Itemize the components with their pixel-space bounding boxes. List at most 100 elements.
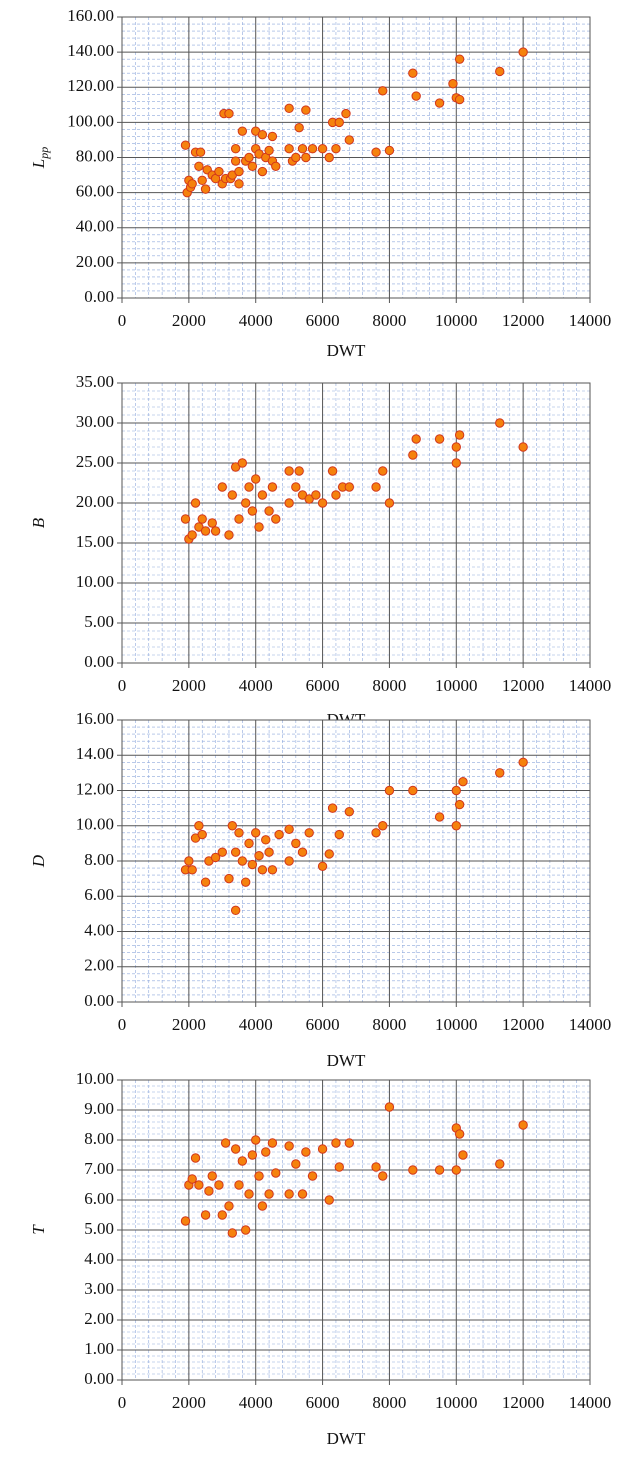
data-point — [237, 1156, 248, 1166]
data-point — [244, 838, 254, 849]
data-point — [210, 526, 221, 536]
data-point — [251, 474, 261, 484]
y-tick-label: 0.00 — [84, 1369, 114, 1388]
data-point — [284, 466, 294, 476]
data-point — [327, 803, 338, 813]
data-point — [384, 785, 395, 796]
y-tick-label: 4.00 — [84, 920, 114, 939]
data-point — [227, 490, 238, 500]
data-point — [244, 1189, 254, 1199]
data-point — [247, 1150, 258, 1160]
y-tick-label: 0.00 — [84, 287, 114, 306]
data-point — [184, 856, 194, 866]
y-axis-label-main: L — [29, 159, 48, 169]
data-point — [434, 434, 445, 444]
data-point — [334, 117, 344, 128]
x-tick-label: 4000 — [239, 311, 273, 330]
data-point — [197, 829, 207, 840]
data-point — [257, 129, 268, 140]
data-point — [187, 179, 197, 189]
data-point — [284, 103, 294, 114]
y-tick-label: 10.00 — [76, 1069, 114, 1088]
data-point — [224, 530, 234, 540]
data-point — [344, 1138, 355, 1148]
data-point — [194, 161, 204, 171]
data-point — [271, 1168, 281, 1178]
plot-border — [121, 1079, 591, 1381]
y-tick-label: 10.00 — [76, 572, 114, 591]
x-tick-label: 6000 — [306, 676, 340, 695]
data-point — [224, 873, 234, 884]
data-point — [458, 776, 468, 787]
data-point — [230, 156, 241, 166]
y-tick-label: 0.00 — [84, 991, 114, 1010]
x-tick-label: 14000 — [569, 311, 612, 330]
data-point — [240, 877, 251, 887]
data-point — [180, 140, 191, 150]
data-point — [207, 518, 217, 528]
data-point — [240, 1225, 251, 1235]
x-tick-label: 12000 — [502, 1015, 545, 1034]
x-axis-label: DWT — [327, 1429, 366, 1448]
data-point — [518, 757, 528, 767]
y-tick-label: 160.00 — [67, 6, 114, 25]
y-tick-label: 25.00 — [76, 452, 114, 471]
data-point — [230, 462, 241, 472]
data-point — [344, 135, 355, 145]
data-point — [301, 152, 311, 163]
x-tick-label: 6000 — [306, 1015, 340, 1034]
x-tick-label: 14000 — [569, 1393, 612, 1412]
data-point — [518, 47, 528, 57]
data-point — [317, 861, 328, 871]
x-tick-label: 12000 — [502, 676, 545, 695]
data-point — [311, 490, 321, 500]
data-point — [267, 865, 278, 875]
y-axis-label-main: D — [29, 854, 48, 868]
x-tick-label: 0 — [118, 311, 127, 330]
data-point — [251, 1135, 261, 1145]
data-point — [247, 859, 258, 870]
data-point — [291, 152, 301, 163]
data-point — [194, 1180, 204, 1190]
data-point — [297, 1189, 308, 1199]
y-axis-label-main: B — [29, 517, 48, 528]
data-point — [254, 851, 264, 861]
y-tick-label: 7.00 — [84, 1159, 114, 1178]
y-tick-label: 14.00 — [76, 744, 114, 763]
data-point — [261, 1147, 271, 1157]
x-tick-label: 6000 — [306, 311, 340, 330]
data-point — [200, 526, 211, 536]
data-point — [408, 68, 418, 78]
y-tick-label: 140.00 — [67, 41, 114, 60]
data-point — [495, 768, 505, 778]
data-point — [254, 1171, 264, 1181]
data-point — [458, 1150, 468, 1160]
data-point — [324, 1195, 334, 1205]
data-point — [284, 1189, 294, 1199]
x-tick-label: 2000 — [172, 1015, 206, 1034]
data-point — [240, 498, 251, 508]
x-tick-label: 0 — [118, 1015, 127, 1034]
data-point — [180, 514, 191, 524]
data-point — [297, 847, 308, 857]
data-point — [257, 166, 268, 177]
data-point — [194, 522, 204, 532]
data-point — [324, 849, 334, 859]
x-tick-label: 0 — [118, 1393, 127, 1412]
data-point — [264, 506, 274, 516]
data-point — [194, 821, 204, 831]
data-point — [408, 450, 418, 460]
data-point — [284, 1141, 294, 1151]
data-point — [261, 835, 271, 845]
y-tick-label: 4.00 — [84, 1249, 114, 1268]
data-point — [384, 145, 395, 156]
data-point — [257, 490, 268, 500]
y-tick-label: 1.00 — [84, 1339, 114, 1358]
data-point — [317, 1144, 328, 1154]
y-tick-label: 10.00 — [76, 815, 114, 834]
data-point — [214, 166, 224, 177]
data-point — [230, 144, 241, 154]
y-tick-label: 12.00 — [76, 779, 114, 798]
data-point — [327, 466, 338, 476]
data-point — [264, 847, 274, 857]
